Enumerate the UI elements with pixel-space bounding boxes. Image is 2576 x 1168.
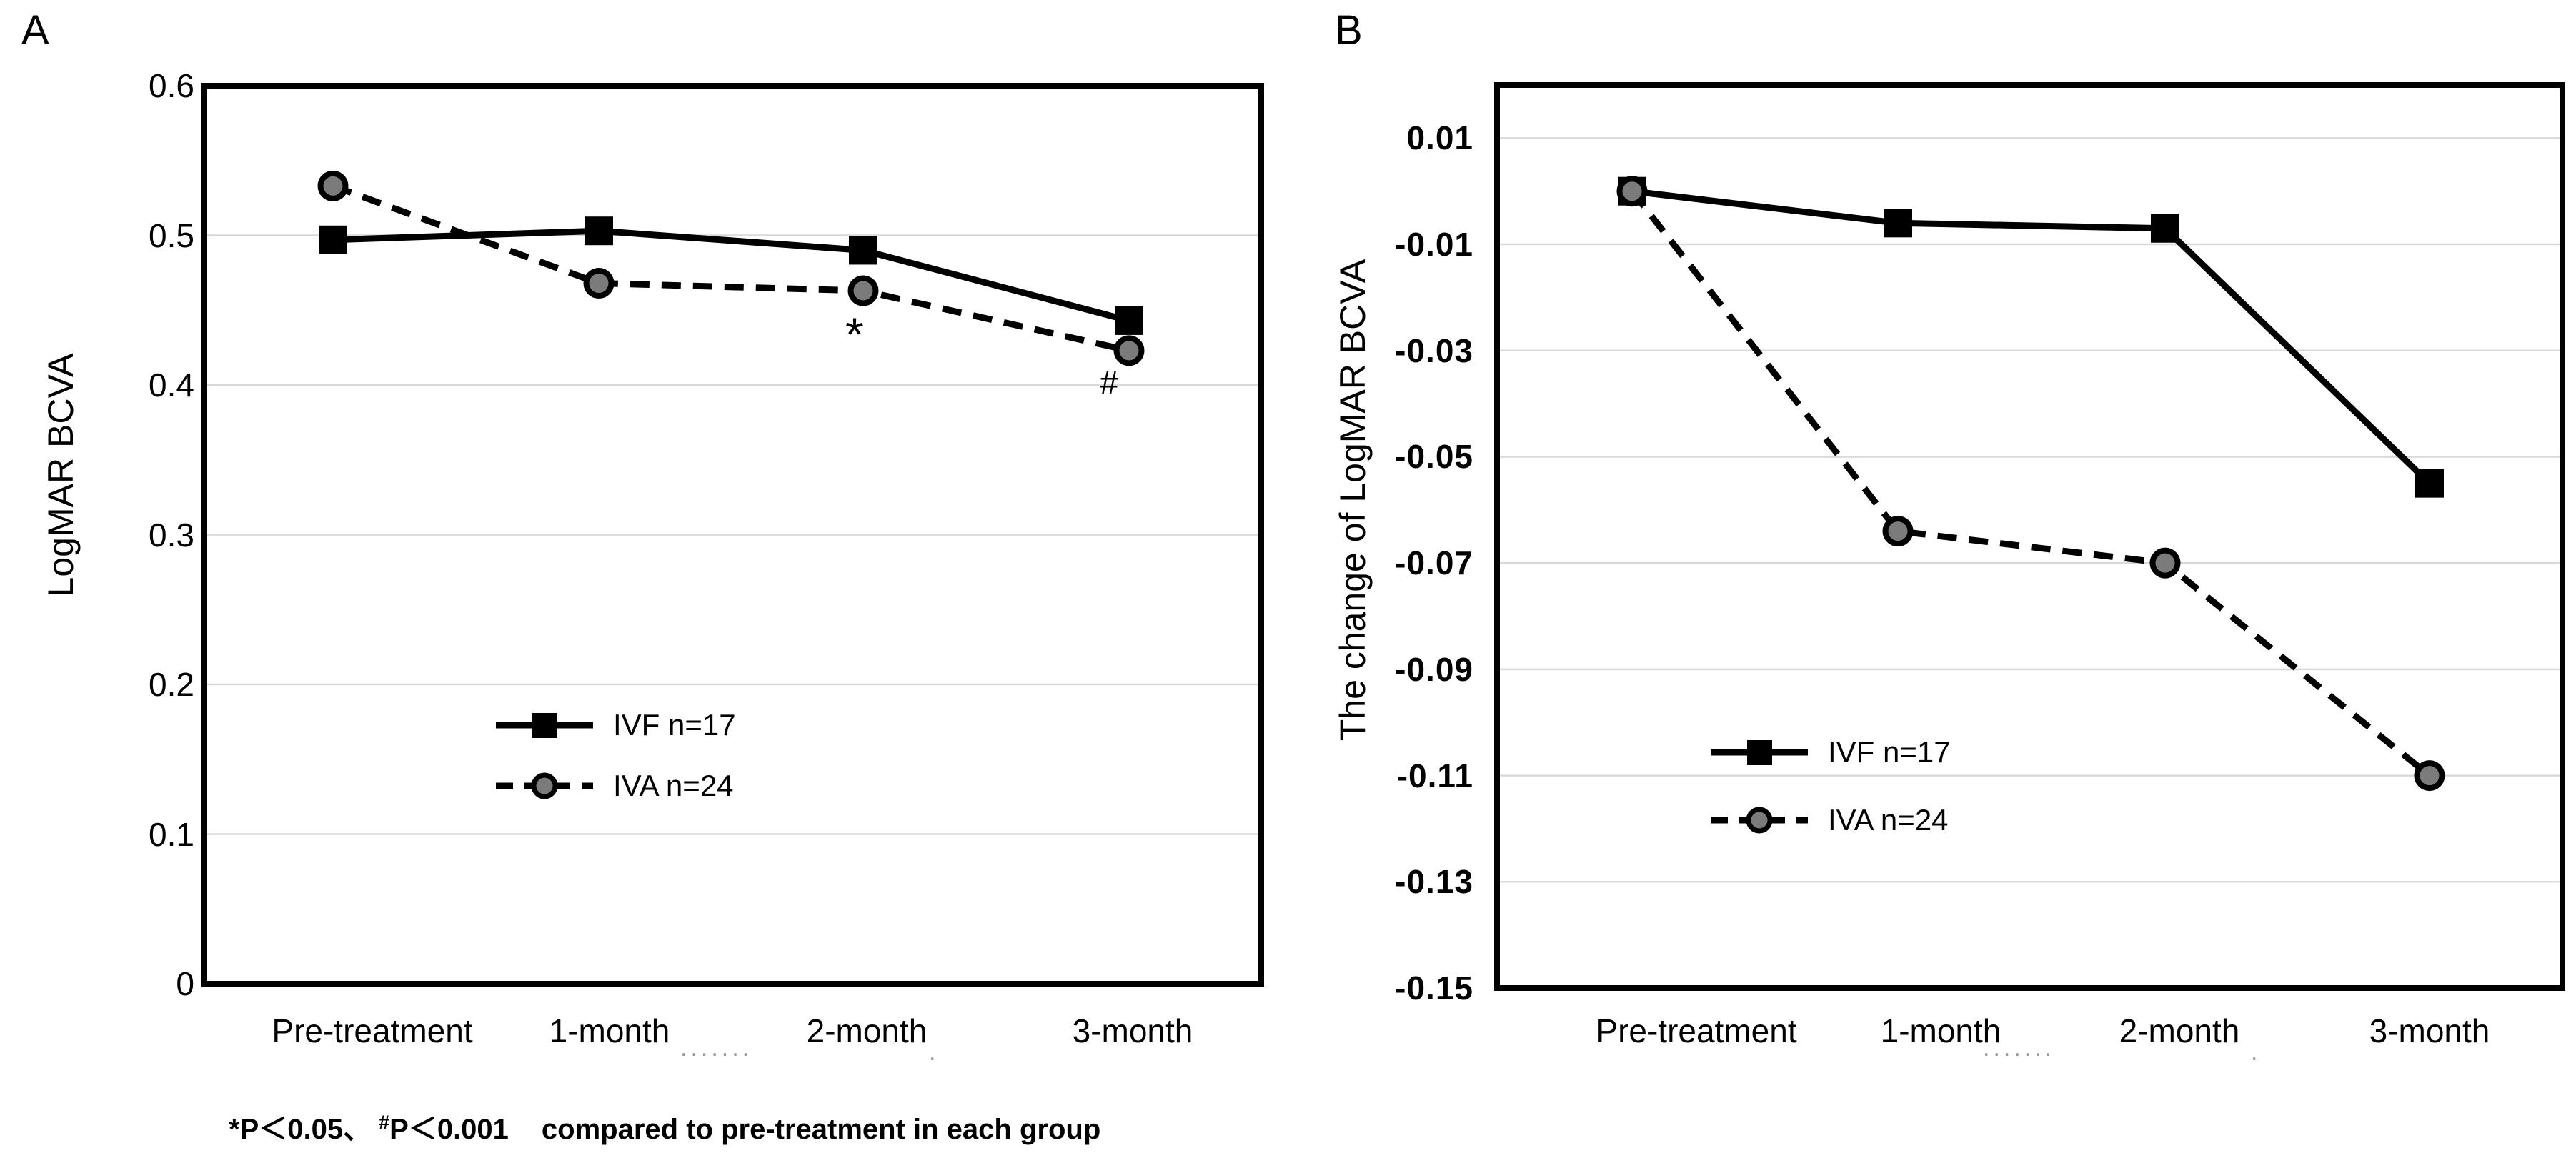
footnote-comparison-text: compared to pre-treatment in each group: [541, 1114, 1101, 1145]
data-point-marker-ivf-square: [585, 216, 613, 246]
data-point-marker-ivf-square: [849, 236, 877, 265]
series-line-ivf: [1631, 188, 2432, 486]
footnote-p0001: P＜0.001: [389, 1114, 509, 1145]
y-tick-label: 0.01: [1406, 119, 1473, 157]
legend-solid-square-sample-icon: [496, 713, 593, 738]
panel-b-legend-row-ivf: IVF n=17: [1709, 737, 1951, 768]
y-tick-label: -0.11: [1396, 757, 1473, 794]
panel-b-label: B: [1335, 7, 1363, 54]
y-tick-label: 0: [176, 965, 194, 1002]
panel-b-legend-row-iva: IVA n=24: [1709, 804, 1949, 836]
y-tick-label: -0.01: [1395, 226, 1473, 264]
footnote-p005: *P＜0.05、: [229, 1114, 372, 1145]
x-category-label: Pre-treatment: [1596, 1012, 1797, 1049]
legend-label-ivf: IVF n=17: [613, 708, 736, 742]
x-category-label: 1-month: [549, 1012, 670, 1049]
legend-solid-square-sample-icon: [1711, 740, 1808, 765]
data-point-marker-ivf-square: [1115, 306, 1143, 335]
y-tick-label: 0.6: [149, 67, 194, 104]
x-category-label: 2-month: [2119, 1012, 2240, 1049]
significance-hash: #: [1100, 364, 1118, 401]
x-category-label: 3-month: [2369, 1012, 2490, 1049]
series-line-ivf: [332, 227, 1130, 324]
footnote-hash-symbol: #: [379, 1111, 390, 1133]
data-point-marker-iva-circle: [2414, 760, 2445, 792]
legend-label-iva: IVA n=24: [613, 769, 734, 802]
plot-frame: [201, 83, 1264, 987]
x-category-label: 1-month: [1880, 1012, 2001, 1049]
legend-dashed-circle-sample-icon: [1711, 807, 1808, 834]
x-category-label: 3-month: [1072, 1012, 1193, 1049]
y-tick-label: 0.4: [149, 366, 194, 404]
data-point-marker-iva-circle: [1616, 176, 1648, 207]
data-point-marker-iva-circle: [317, 170, 349, 201]
x-category-label: Pre-treatment: [272, 1012, 473, 1049]
y-tick-label: -0.03: [1395, 331, 1473, 369]
legend-label-ivf: IVF n=17: [1828, 735, 1951, 769]
data-point-marker-ivf-square: [1884, 209, 1912, 238]
xlabel-dots-artifact: .: [2251, 1039, 2262, 1066]
panel-a-legend-row-iva: IVA n=24: [494, 770, 734, 802]
y-tick-label: -0.15: [1395, 969, 1473, 1007]
data-point-marker-iva-circle: [847, 275, 879, 306]
plot-frame: [1494, 82, 2565, 991]
series-line-iva: [1629, 189, 2432, 779]
y-tick-label: 0.5: [149, 216, 194, 254]
y-tick-label: 0.1: [149, 815, 194, 853]
x-category-label: 2-month: [806, 1012, 928, 1049]
y-tick-label: -0.13: [1395, 863, 1473, 901]
data-point-marker-ivf-square: [319, 225, 347, 254]
series-line-iva: [332, 183, 1130, 354]
y-tick-label: 0.3: [149, 516, 194, 554]
xlabel-dots-artifact: .......: [1983, 1034, 2056, 1062]
legend-label-iva: IVA n=24: [1828, 803, 1949, 837]
legend-dashed-circle-sample-icon: [496, 772, 593, 799]
y-tick-label: -0.05: [1395, 438, 1473, 476]
significance-footnote: *P＜0.05、 #P＜0.001 compared to pre-treatmen…: [229, 1106, 1100, 1147]
xlabel-dots-artifact: .: [929, 1039, 940, 1066]
data-point-marker-iva-circle: [1113, 335, 1145, 366]
data-point-marker-iva-circle: [583, 268, 615, 299]
panel-a-label: A: [21, 7, 49, 54]
y-tick-label: 0.2: [149, 666, 194, 703]
data-point-marker-ivf-square: [2415, 469, 2444, 498]
data-point-marker-iva-circle: [2149, 547, 2181, 579]
panel-a-legend-row-ivf: IVF n=17: [494, 709, 736, 741]
xlabel-dots-artifact: .......: [680, 1034, 753, 1062]
data-point-marker-iva-circle: [1882, 516, 1914, 547]
data-point-marker-ivf-square: [2151, 214, 2179, 243]
y-tick-label: -0.07: [1395, 544, 1473, 582]
y-tick-label: -0.09: [1395, 650, 1473, 688]
significance-star: *: [845, 308, 864, 361]
